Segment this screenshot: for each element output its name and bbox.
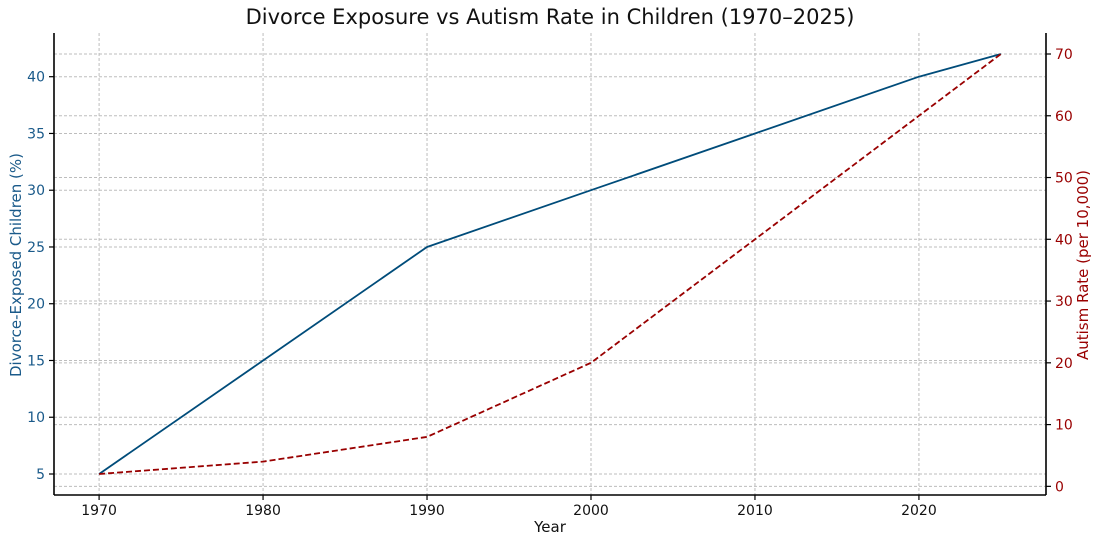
grid-lines	[54, 33, 1046, 495]
left-tick-label: 20	[27, 297, 45, 313]
x-tick-label: 2020	[901, 503, 937, 519]
right-tick-label: 0	[1055, 479, 1064, 495]
right-tick-label: 10	[1055, 418, 1073, 434]
series-lines	[98, 53, 1002, 475]
right-tick-label: 40	[1055, 232, 1073, 248]
x-tick-label: 1970	[81, 503, 117, 519]
left-tick-label: 30	[27, 183, 45, 199]
x-tick-label: 2000	[573, 503, 609, 519]
divorce-exposure-line	[98, 53, 1002, 475]
autism-rate-line	[99, 53, 1002, 475]
x-tick-label: 1990	[409, 503, 445, 519]
left-tick-label: 35	[27, 126, 45, 142]
right-axis-label: Autism Rate (per 10,000)	[1074, 170, 1092, 360]
left-tick-label: 25	[27, 240, 45, 256]
chart-title: Divorce Exposure vs Autism Rate in Child…	[246, 5, 855, 29]
axes: 1970 1980 1990 2000 2010 20205101520253035400…	[27, 33, 1073, 519]
right-tick-label: 50	[1055, 171, 1073, 187]
left-tick-label: 15	[27, 353, 45, 369]
right-tick-label: 30	[1055, 294, 1073, 310]
left-tick-label: 40	[27, 70, 45, 86]
right-tick-label: 60	[1055, 109, 1073, 125]
left-axis-label: Divorce-Exposed Children (%)	[7, 153, 25, 377]
x-axis-label: Year	[533, 518, 567, 536]
x-tick-label: 1980	[245, 503, 281, 519]
left-tick-label: 5	[36, 467, 45, 483]
right-tick-label: 20	[1055, 356, 1073, 372]
x-tick-label: 2010	[737, 503, 773, 519]
left-tick-label: 10	[27, 410, 45, 426]
right-tick-label: 70	[1055, 47, 1073, 63]
